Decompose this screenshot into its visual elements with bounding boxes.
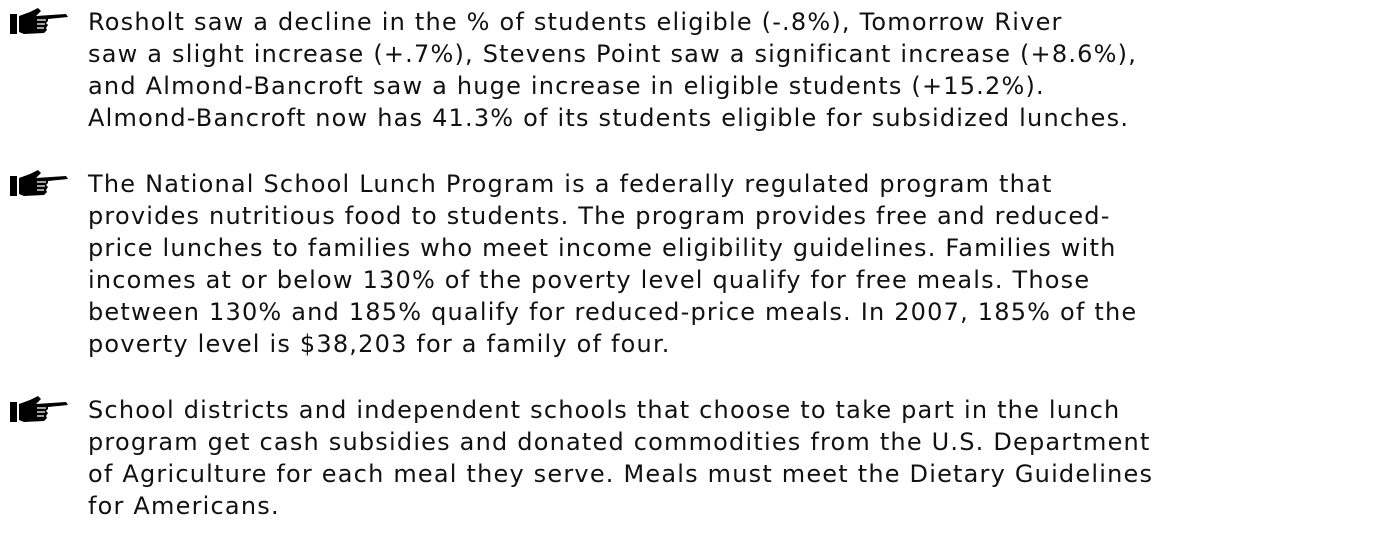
text-line: The National School Lunch Program is a f… [88, 170, 1053, 198]
bullet-item: The National School Lunch Program is a f… [0, 168, 1382, 360]
pointing-hand-icon [10, 170, 68, 196]
text-line: poverty level is $38,203 for a family of… [88, 330, 671, 358]
bullet-item: Rosholt saw a decline in the % of studen… [0, 6, 1382, 134]
pointing-hand-icon [10, 8, 68, 34]
text-line: price lunches to families who meet incom… [88, 234, 1117, 262]
text-line: for Americans. [88, 492, 280, 520]
text-line: Almond-Bancroft now has 41.3% of its stu… [88, 104, 1130, 132]
text-line: between 130% and 185% qualify for reduce… [88, 298, 1138, 326]
pointing-hand-icon [10, 396, 68, 422]
text-line: saw a slight increase (+.7%), Stevens Po… [88, 40, 1138, 68]
text-line: School districts and independent schools… [88, 396, 1121, 424]
text-line: program get cash subsidies and donated c… [88, 428, 1151, 456]
text-line: Rosholt saw a decline in the % of studen… [88, 8, 1063, 36]
text-line: provides nutritious food to students. Th… [88, 202, 1111, 230]
text-line: incomes at or below 130% of the poverty … [88, 266, 1091, 294]
text-line: and Almond-Bancroft saw a huge increase … [88, 72, 1045, 100]
text-line: of Agriculture for each meal they serve.… [88, 460, 1154, 488]
bullet-item: School districts and independent schools… [0, 394, 1382, 522]
